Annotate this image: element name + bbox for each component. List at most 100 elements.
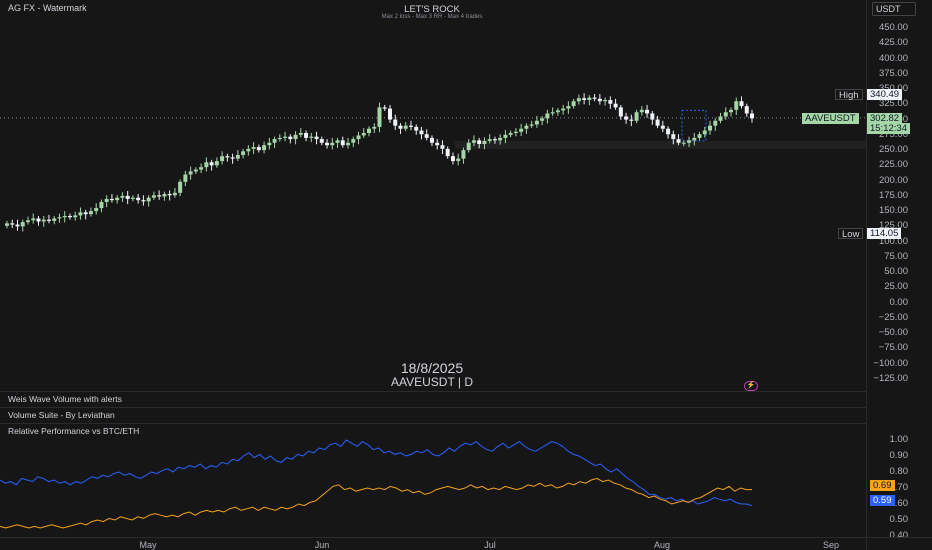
candle-body <box>403 125 408 129</box>
candle-body <box>262 145 267 151</box>
candle-body <box>157 195 162 197</box>
candle-body <box>309 136 314 138</box>
candle-body <box>204 162 209 168</box>
price-tick-label: 225.00 <box>878 159 908 171</box>
watermark-symbol: AAVEUSDT | D <box>390 375 474 389</box>
countdown-tag: 15:12:34 <box>867 123 910 134</box>
candle-body <box>256 147 261 151</box>
candle-body <box>429 137 434 143</box>
indicator-volume-suite[interactable]: Volume Suite - By Leviathan <box>8 410 115 420</box>
candle-body <box>440 145 445 149</box>
candle-body <box>529 124 534 126</box>
candle-body <box>319 139 324 143</box>
price-tick-label: −25.00 <box>878 311 908 323</box>
candle-body <box>687 140 692 143</box>
price-tick-label: 100.00 <box>878 235 908 247</box>
pane-separator[interactable] <box>0 423 866 424</box>
indicator-relative-performance[interactable]: Relative Performance vs BTC/ETH <box>8 426 140 436</box>
candle-body <box>361 132 366 136</box>
candle-body <box>78 212 83 216</box>
candle-body <box>456 158 461 162</box>
candle-body <box>36 218 41 222</box>
candle-body <box>618 107 623 117</box>
candle-body <box>697 134 702 138</box>
blue-value-tag: 0.59 <box>870 495 895 506</box>
candle-body <box>235 154 240 159</box>
candle-body <box>330 142 335 146</box>
price-tick-label: 350.00 <box>879 83 908 94</box>
watermark-date: 18/8/2025 <box>400 360 464 376</box>
candle-body <box>193 169 198 172</box>
candle-body <box>487 139 492 141</box>
candle-body <box>251 147 256 149</box>
candle-body <box>167 194 172 196</box>
price-tick-label: −50.00 <box>878 327 908 339</box>
candle-body <box>702 130 707 135</box>
candle-body <box>125 195 130 199</box>
price-tick-label: 375.00 <box>878 67 908 79</box>
candle-body <box>214 161 219 166</box>
candle-body <box>613 103 618 108</box>
candle-body <box>734 101 739 110</box>
price-tick-label: 400.00 <box>878 52 908 64</box>
candle-body <box>545 113 550 119</box>
candle-body <box>272 139 277 143</box>
price-tick-label: −75.00 <box>878 342 908 354</box>
price-tick-label: 275.00 <box>878 128 908 140</box>
candle-body <box>729 109 734 113</box>
candle-body <box>571 101 576 107</box>
performance-tick-label: 0.70 <box>889 482 909 493</box>
month-label: Jun <box>314 540 330 550</box>
chart-plot-area[interactable] <box>0 0 866 550</box>
candle-body <box>450 156 455 162</box>
candle-body <box>393 119 398 126</box>
candle-body <box>561 108 566 111</box>
lightning-icon[interactable]: ⚡ <box>744 381 758 391</box>
candle-body <box>267 142 272 146</box>
pane-separator[interactable] <box>0 391 866 392</box>
candle-body <box>115 197 120 201</box>
candle-body <box>120 195 125 198</box>
candle-body <box>46 219 51 221</box>
candle-body <box>377 107 382 127</box>
watermark-label: AG FX - Watermark <box>8 3 87 13</box>
candle-body <box>519 128 524 132</box>
candle-body <box>629 119 634 121</box>
month-label: May <box>139 540 157 550</box>
currency-selector[interactable]: USDT <box>872 2 916 16</box>
candle-body <box>57 217 62 219</box>
price-tick-label: 75.00 <box>884 250 908 262</box>
performance-tick-label: 0.80 <box>889 466 909 477</box>
candle-body <box>655 119 660 126</box>
candle-body <box>15 224 20 227</box>
candle-body <box>346 142 351 146</box>
candle-body <box>592 97 597 99</box>
candle-body <box>314 136 319 140</box>
low-value: 114.05 <box>867 228 902 239</box>
performance-tick-label: 0.40 <box>889 530 909 541</box>
candle-body <box>676 139 681 143</box>
candle-body <box>62 216 67 218</box>
high-label: High <box>835 89 863 101</box>
month-label: Aug <box>653 540 671 550</box>
indicator-weis-wave[interactable]: Weis Wave Volume with alerts <box>8 394 122 404</box>
candle-body <box>246 148 251 152</box>
candle-body <box>325 142 330 146</box>
price-tick-label: 425.00 <box>878 37 908 49</box>
price-tick-label: 250.00 <box>878 144 908 156</box>
candle-body <box>94 208 99 212</box>
candle-body <box>67 216 72 218</box>
candle-body <box>183 174 188 182</box>
candle-body <box>471 140 476 143</box>
candle-body <box>241 151 246 155</box>
candle-body <box>435 142 440 146</box>
symbol-tag: AAVEUSDT <box>802 113 859 124</box>
blue-performance-line <box>0 439 753 507</box>
candle-body <box>639 109 644 113</box>
candle-body <box>109 198 114 201</box>
candle-body <box>5 223 9 226</box>
price-tick-label: 175.00 <box>878 189 908 201</box>
pane-separator[interactable] <box>0 407 866 408</box>
candle-body <box>230 157 235 159</box>
price-tick-label: 150.00 <box>878 205 908 217</box>
